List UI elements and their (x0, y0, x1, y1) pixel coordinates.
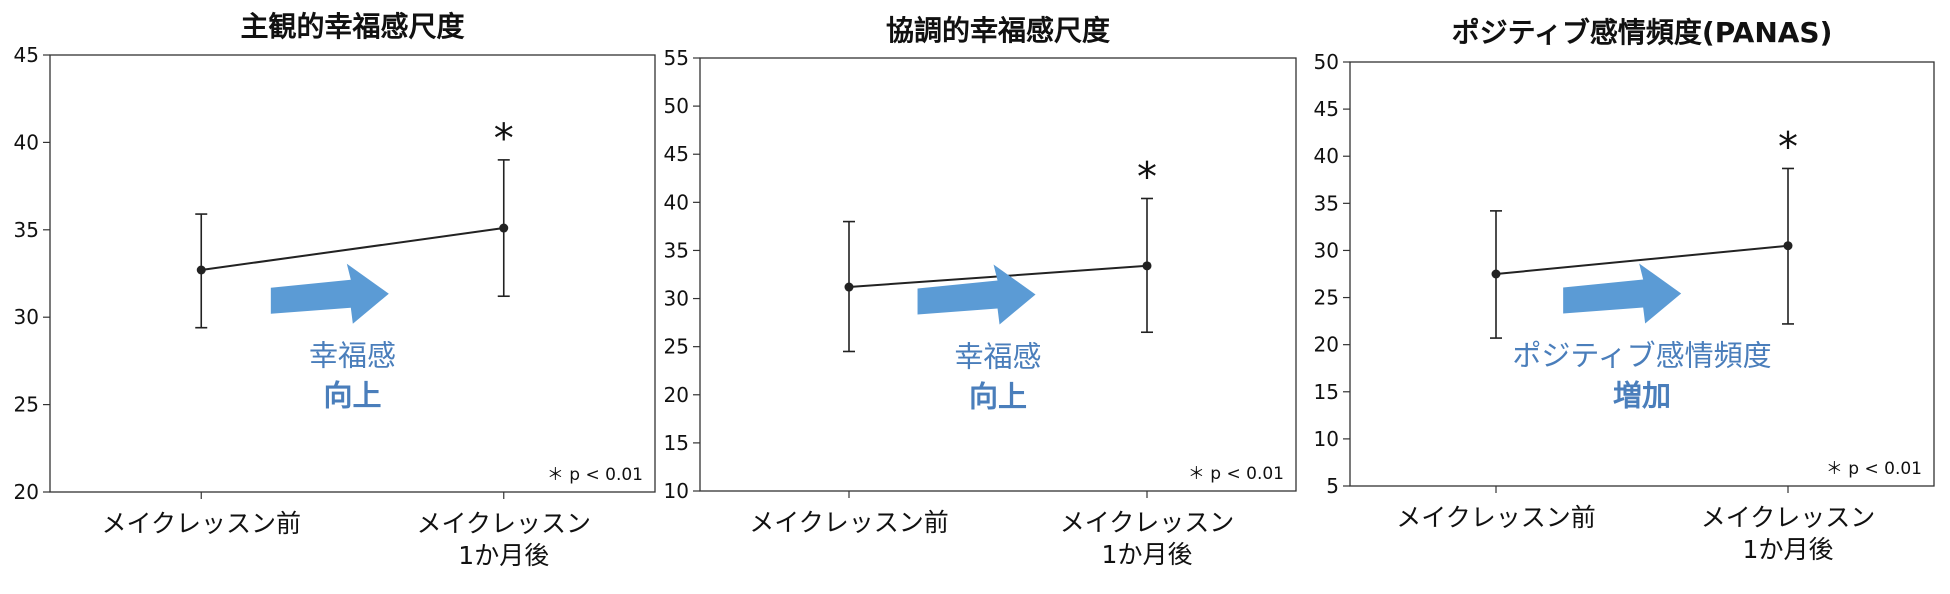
chart-title: 協調的幸福感尺度 (886, 14, 1110, 47)
y-tick-label: 20 (664, 383, 689, 407)
y-tick-label: 15 (1314, 380, 1339, 404)
y-tick-label: 25 (14, 393, 39, 417)
annotation-label: 幸福感 (954, 339, 1041, 373)
chart-title: 主観的幸福感尺度 (240, 10, 464, 43)
p-value-note: ＊ p < 0.01 (1826, 459, 1922, 479)
annotation-emphasis: 向上 (969, 379, 1027, 413)
y-tick-label: 45 (14, 43, 39, 67)
y-tick-label: 5 (1326, 474, 1339, 498)
data-point (196, 265, 206, 275)
chart-1: 主観的幸福感尺度 20 25 30 35 40 45 メイクレッスン前 メイクレッスン 1か月後 *… (14, 10, 656, 570)
chart-2: 協調的幸福感尺度 10 15 20 25 30 35 40 45 50 55 メイクレッスン前 メイクレ… (664, 14, 1297, 569)
y-tick-label: 45 (1314, 97, 1339, 121)
annotation-label: 幸福感 (309, 339, 396, 373)
p-value-note: ＊ p < 0.01 (547, 465, 643, 485)
x-tick-label: メイクレッスン (1060, 508, 1235, 537)
y-tick-label: 40 (664, 190, 689, 214)
x-tick-label: メイクレッスン (416, 509, 591, 538)
x-tick-label: 1か月後 (458, 541, 549, 570)
y-tick-label: 20 (14, 480, 39, 504)
x-tick-label: 1か月後 (1102, 540, 1193, 569)
y-tick-label: 30 (1314, 238, 1339, 262)
y-tick-label: 40 (14, 130, 39, 154)
y-tick-label: 30 (664, 287, 689, 311)
p-value-note: ＊ p < 0.01 (1188, 464, 1284, 484)
y-tick-label: 30 (14, 305, 39, 329)
series-line (1495, 244, 1789, 275)
annotation-label: ポジティブ感情頻度 (1512, 338, 1771, 372)
y-tick-label: 25 (1314, 286, 1339, 310)
y-tick-label: 50 (1314, 50, 1339, 74)
annotation-emphasis: 向上 (323, 379, 381, 413)
y-tick-label: 50 (664, 94, 689, 118)
data-point (1491, 269, 1501, 279)
data-point (499, 223, 509, 233)
x-tick-label: メイクレッスン前 (101, 509, 301, 538)
y-tick-label: 35 (14, 218, 39, 242)
arrow-icon (270, 263, 389, 324)
data-point (1783, 241, 1793, 251)
y-tick-label: 55 (664, 46, 689, 70)
y-tick-label: 10 (1314, 427, 1339, 451)
y-tick-label: 25 (664, 335, 689, 359)
y-tick-label: 20 (1314, 333, 1339, 357)
significance-mark: * (1778, 124, 1798, 170)
y-tick-label: 40 (1314, 144, 1339, 168)
data-point (844, 282, 854, 292)
plot-frame (699, 57, 1297, 492)
plot-frame (1349, 61, 1935, 487)
plot-frame (49, 54, 656, 493)
x-tick-label: メイクレッスン前 (1396, 503, 1596, 532)
y-tick-label: 15 (664, 431, 689, 455)
x-tick-label: メイクレッスン前 (749, 508, 949, 537)
chart-3: ポジティブ感情頻度(PANAS) 5 10 15 20 25 30 35 40 45 50 メイクレッ… (1314, 16, 1935, 564)
significance-mark: * (494, 116, 514, 162)
arrow-icon (1563, 263, 1682, 324)
x-tick-label: 1か月後 (1743, 535, 1834, 564)
y-tick-label: 45 (664, 142, 689, 166)
significance-mark: * (1137, 154, 1157, 200)
arrow-icon (917, 264, 1036, 325)
annotation-emphasis: 増加 (1613, 378, 1671, 412)
x-tick-label: メイクレッスン (1701, 503, 1876, 532)
series-line (201, 227, 504, 271)
y-tick-label: 35 (664, 238, 689, 262)
y-tick-label: 35 (1314, 191, 1339, 215)
data-point (1142, 261, 1152, 271)
chart-title: ポジティブ感情頻度(PANAS) (1452, 16, 1833, 49)
y-tick-label: 10 (664, 479, 689, 503)
